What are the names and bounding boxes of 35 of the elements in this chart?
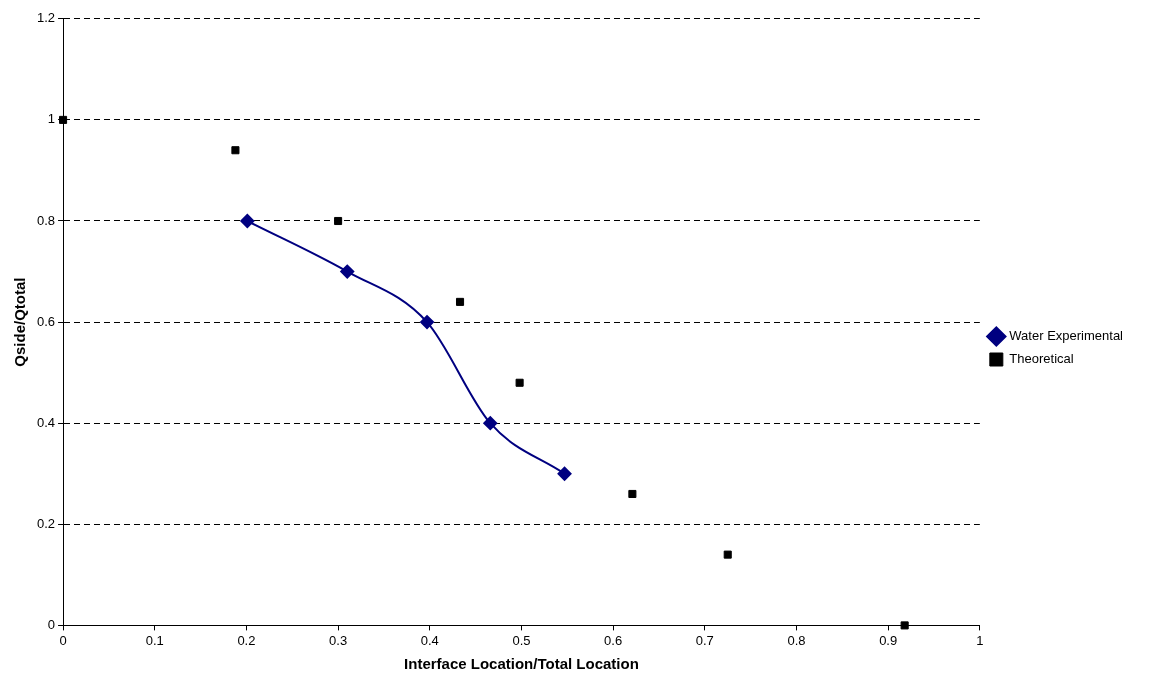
point (900, 621, 909, 630)
legend-label: Theoretical (1009, 351, 1074, 367)
legend-label: Water Experimental (1009, 328, 1124, 344)
point (340, 264, 355, 279)
x-tick-label: 0.8 (787, 632, 806, 648)
y-tick-label: 1 (47, 111, 56, 127)
y-tick-label: 0.6 (36, 313, 56, 329)
x-tick-label: 0.1 (145, 632, 164, 648)
y-axis-title: Qside/Qtotal (11, 277, 29, 367)
point (59, 115, 68, 124)
point (240, 214, 255, 228)
point (557, 466, 572, 481)
point (334, 216, 343, 226)
y-tick-label: 0.2 (36, 515, 56, 531)
x-axis-title: Interface Location/Total Location (404, 655, 639, 673)
point (723, 550, 732, 559)
x-tick-label: 0.4 (420, 632, 439, 648)
x-tick-label: 0 (59, 632, 67, 648)
y-tick-label: 0.4 (36, 414, 56, 430)
y-tick-label: 0 (47, 616, 56, 632)
point (231, 146, 240, 155)
point (515, 378, 524, 387)
y-tick-label: 0.8 (36, 212, 56, 228)
point (483, 416, 498, 431)
point (455, 297, 465, 306)
point (628, 489, 637, 499)
x-tick-label: 0.3 (329, 632, 348, 648)
x-tick-label: 0.9 (879, 632, 898, 648)
x-tick-label: 0.5 (512, 632, 531, 648)
x-tick-label: 0.2 (237, 632, 256, 648)
x-tick-label: 0.7 (695, 632, 714, 648)
x-tick-label: 0.6 (604, 632, 623, 648)
x-tick-label: 1 (976, 632, 984, 648)
y-tick-label: 1.2 (36, 10, 56, 26)
point (420, 315, 435, 330)
